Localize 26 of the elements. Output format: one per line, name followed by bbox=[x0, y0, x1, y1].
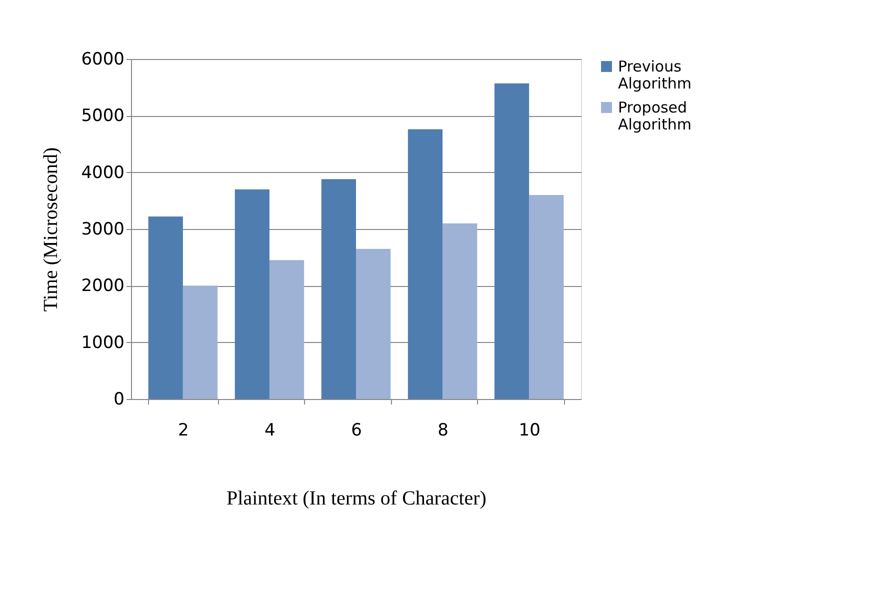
y-tick-label: 6000 bbox=[81, 50, 124, 70]
bar bbox=[321, 179, 356, 399]
bar bbox=[408, 129, 443, 399]
x-axis-title: Plaintext (In terms of Character) bbox=[226, 488, 486, 510]
y-tick-label: 5000 bbox=[81, 106, 124, 126]
y-tick-label: 0 bbox=[114, 390, 124, 410]
y-tick-label: 2000 bbox=[81, 276, 124, 296]
bar bbox=[182, 286, 218, 399]
y-axis-title: Time (Microsecond) bbox=[40, 147, 62, 312]
bar bbox=[356, 248, 391, 399]
x-tick-label: 4 bbox=[264, 420, 276, 440]
bar bbox=[442, 223, 478, 399]
y-tick-label: 3000 bbox=[81, 220, 124, 240]
x-tick-label: 10 bbox=[518, 420, 540, 440]
bar bbox=[529, 195, 564, 399]
bar bbox=[494, 83, 530, 399]
bar bbox=[148, 216, 183, 399]
bar bbox=[269, 260, 304, 399]
x-tick-label: 2 bbox=[178, 420, 189, 440]
legend-label: Previous Algorithm bbox=[618, 58, 692, 92]
bar bbox=[234, 189, 270, 399]
y-tick-label: 1000 bbox=[81, 332, 124, 353]
x-tick-label: 6 bbox=[351, 420, 362, 440]
legend-label: Proposed Algorithm bbox=[618, 98, 692, 134]
x-tick-label: 8 bbox=[438, 420, 448, 440]
y-tick-label: 4000 bbox=[81, 162, 124, 183]
